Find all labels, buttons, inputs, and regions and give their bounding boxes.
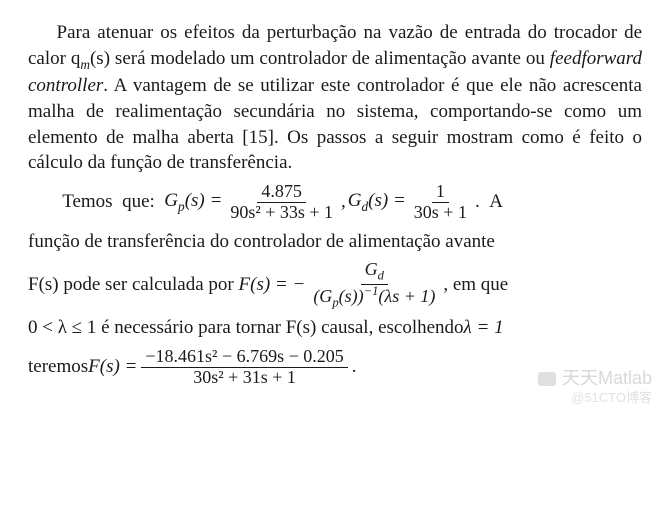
fs-den: (Gp(s))−1(λs + 1) — [309, 285, 439, 310]
eq5-tail: . — [352, 357, 357, 378]
intro-paragraph: Para atenuar os efeitos da perturbação n… — [28, 20, 642, 176]
lambda-condition: 0 < λ ≤ 1 é necessário para tornar F(s) … — [28, 318, 642, 339]
gp-fraction: 4.875 90s² + 33s + 1 — [226, 182, 337, 223]
watermark-line2: @51CTO博客 — [538, 390, 652, 406]
text-seg-2: (s) será modelado um controlador de alim… — [90, 48, 550, 69]
fs-den-c: (λs + 1) — [378, 286, 435, 306]
equation-gp-gd: Temos que: Gp(s) = 4.875 90s² + 33s + 1 … — [62, 182, 642, 223]
gp-symbol: Gp(s) = — [164, 191, 222, 214]
line2-text: função de transferência do controlador d… — [28, 229, 642, 255]
eq1-lead: Temos que: — [62, 192, 164, 213]
equation-fs-result: teremos F(s) = −18.461s² − 6.769s − 0.20… — [28, 347, 642, 388]
qm-subscript: m — [80, 56, 90, 71]
gd-fraction: 1 30s + 1 — [410, 182, 471, 223]
fs2-fraction: −18.461s² − 6.769s − 0.205 30s² + 31s + … — [141, 347, 347, 388]
fs-lhs: F(s) = − — [239, 275, 306, 296]
eq5-lead: teremos — [28, 357, 88, 378]
gp-sub: p — [178, 198, 185, 213]
gp-num: 4.875 — [257, 182, 306, 203]
eq3-lead: F(s) pode ser calculada por — [28, 275, 239, 296]
fs-num-g: G — [365, 259, 378, 279]
equation-fs-def: F(s) pode ser calculada por F(s) = − Gd … — [28, 260, 642, 310]
fs2-lhs: F(s) = — [88, 357, 137, 378]
gd-num: 1 — [432, 182, 449, 203]
eq3-tail: , em que — [443, 275, 508, 296]
fs-den-exp: −1 — [364, 284, 379, 298]
fs2-num: −18.461s² − 6.769s − 0.205 — [141, 347, 347, 368]
eq1-tail: . A — [475, 192, 503, 213]
fs-den-b: (s)) — [339, 286, 364, 306]
fs-den-a: (G — [313, 286, 332, 306]
gd-g: G — [348, 190, 362, 211]
gd-den: 30s + 1 — [410, 203, 471, 223]
fs-num-sub: d — [378, 269, 384, 283]
lambda-value: λ = 1 — [464, 318, 504, 339]
fs-num: Gd — [361, 260, 388, 284]
lambda-text: é necessário para tornar F(s) causal, es… — [96, 318, 463, 339]
gp-den: 90s² + 33s + 1 — [226, 203, 337, 223]
gd-s: (s) = — [368, 190, 406, 211]
eq1-comma: , — [341, 192, 346, 213]
gd-symbol: Gd(s) = — [348, 191, 406, 214]
fs-fraction: Gd (Gp(s))−1(λs + 1) — [309, 260, 439, 310]
gp-g: G — [164, 190, 178, 211]
text-seg-4: . A vantagem de se utilizar este control… — [28, 75, 642, 173]
lambda-range: 0 < λ ≤ 1 — [28, 318, 96, 339]
gp-s: (s) = — [185, 190, 223, 211]
fs2-den: 30s² + 31s + 1 — [189, 368, 300, 388]
